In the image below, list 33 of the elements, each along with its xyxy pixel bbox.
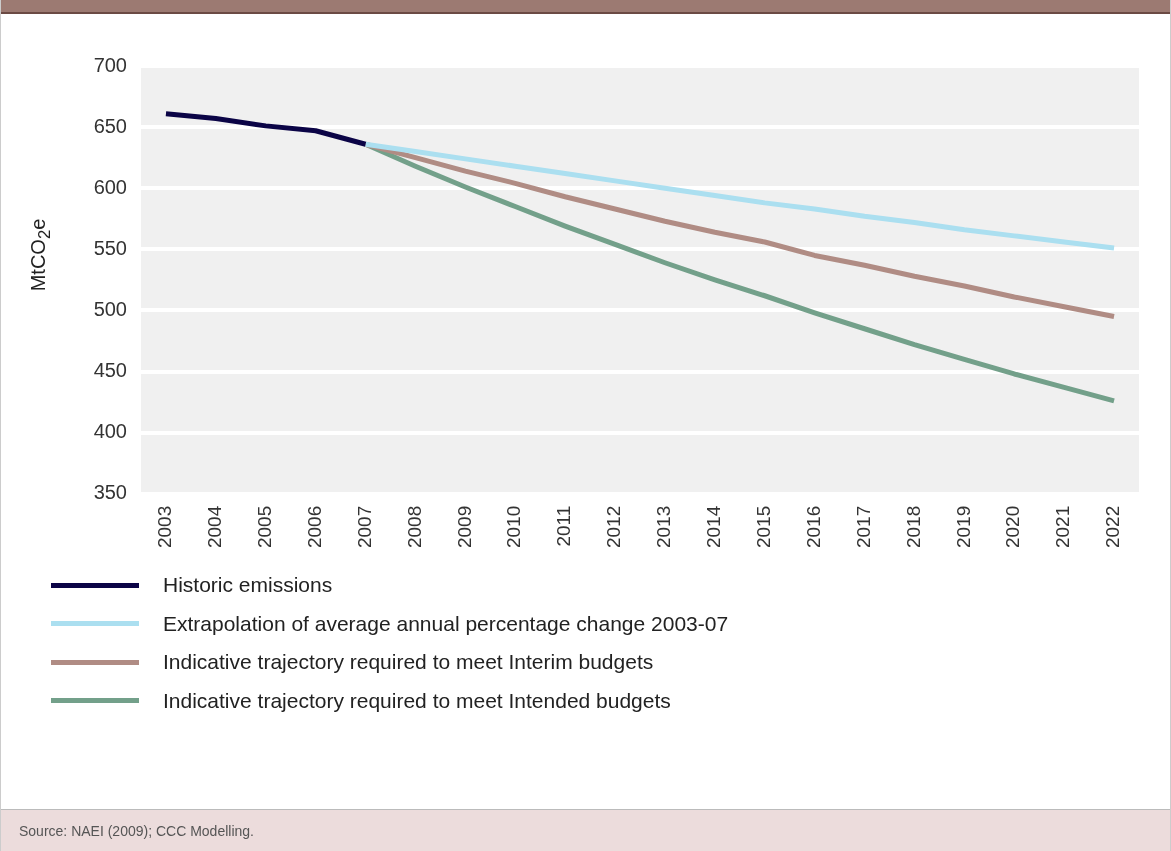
- legend-label: Extrapolation of average annual percentage change 2003-07: [163, 611, 729, 636]
- y-tick-label: 700: [93, 53, 127, 76]
- y-tick-label: 650: [93, 114, 127, 137]
- x-tick-label: 2007: [353, 505, 375, 549]
- x-tick-label: 2005: [253, 505, 275, 549]
- x-tick-label: 2003: [154, 505, 176, 549]
- x-tick-label: 2013: [653, 505, 675, 549]
- x-tick-label: 2017: [852, 505, 874, 549]
- x-tick-label: 2004: [204, 505, 226, 549]
- x-tick-label: 2012: [603, 505, 625, 549]
- source-note: Source: NAEI (2009); CCC Modelling.: [19, 822, 254, 839]
- y-tick-label: 600: [93, 175, 127, 198]
- legend-label: Indicative trajectory required to meet Interim budgets: [163, 650, 654, 675]
- x-tick-label: 2015: [752, 505, 774, 549]
- x-tick-label: 2014: [703, 505, 725, 549]
- x-tick-label: 2022: [1102, 505, 1124, 549]
- x-tick-label: 2009: [453, 505, 475, 549]
- x-tick-label: 2021: [1052, 505, 1074, 549]
- legend-label: Indicative trajectory required to meet Intended budgets: [163, 688, 671, 713]
- x-tick-label: 2018: [902, 505, 924, 549]
- x-tick-label: 2019: [952, 505, 974, 549]
- x-tick-label: 2016: [802, 505, 824, 549]
- y-tick-label: 350: [93, 481, 127, 504]
- y-tick-label: 550: [93, 236, 127, 259]
- x-tick-label: 2020: [1002, 505, 1024, 549]
- x-tick-label: 2011: [553, 505, 575, 547]
- legend-label: Historic emissions: [163, 573, 333, 598]
- x-tick-label: 2008: [403, 505, 425, 549]
- y-tick-label: 400: [93, 420, 127, 443]
- x-tick-label: 2006: [303, 505, 325, 549]
- y-tick-label: 450: [93, 359, 127, 382]
- x-tick-label: 2010: [503, 505, 525, 549]
- y-tick-label: 500: [93, 297, 127, 320]
